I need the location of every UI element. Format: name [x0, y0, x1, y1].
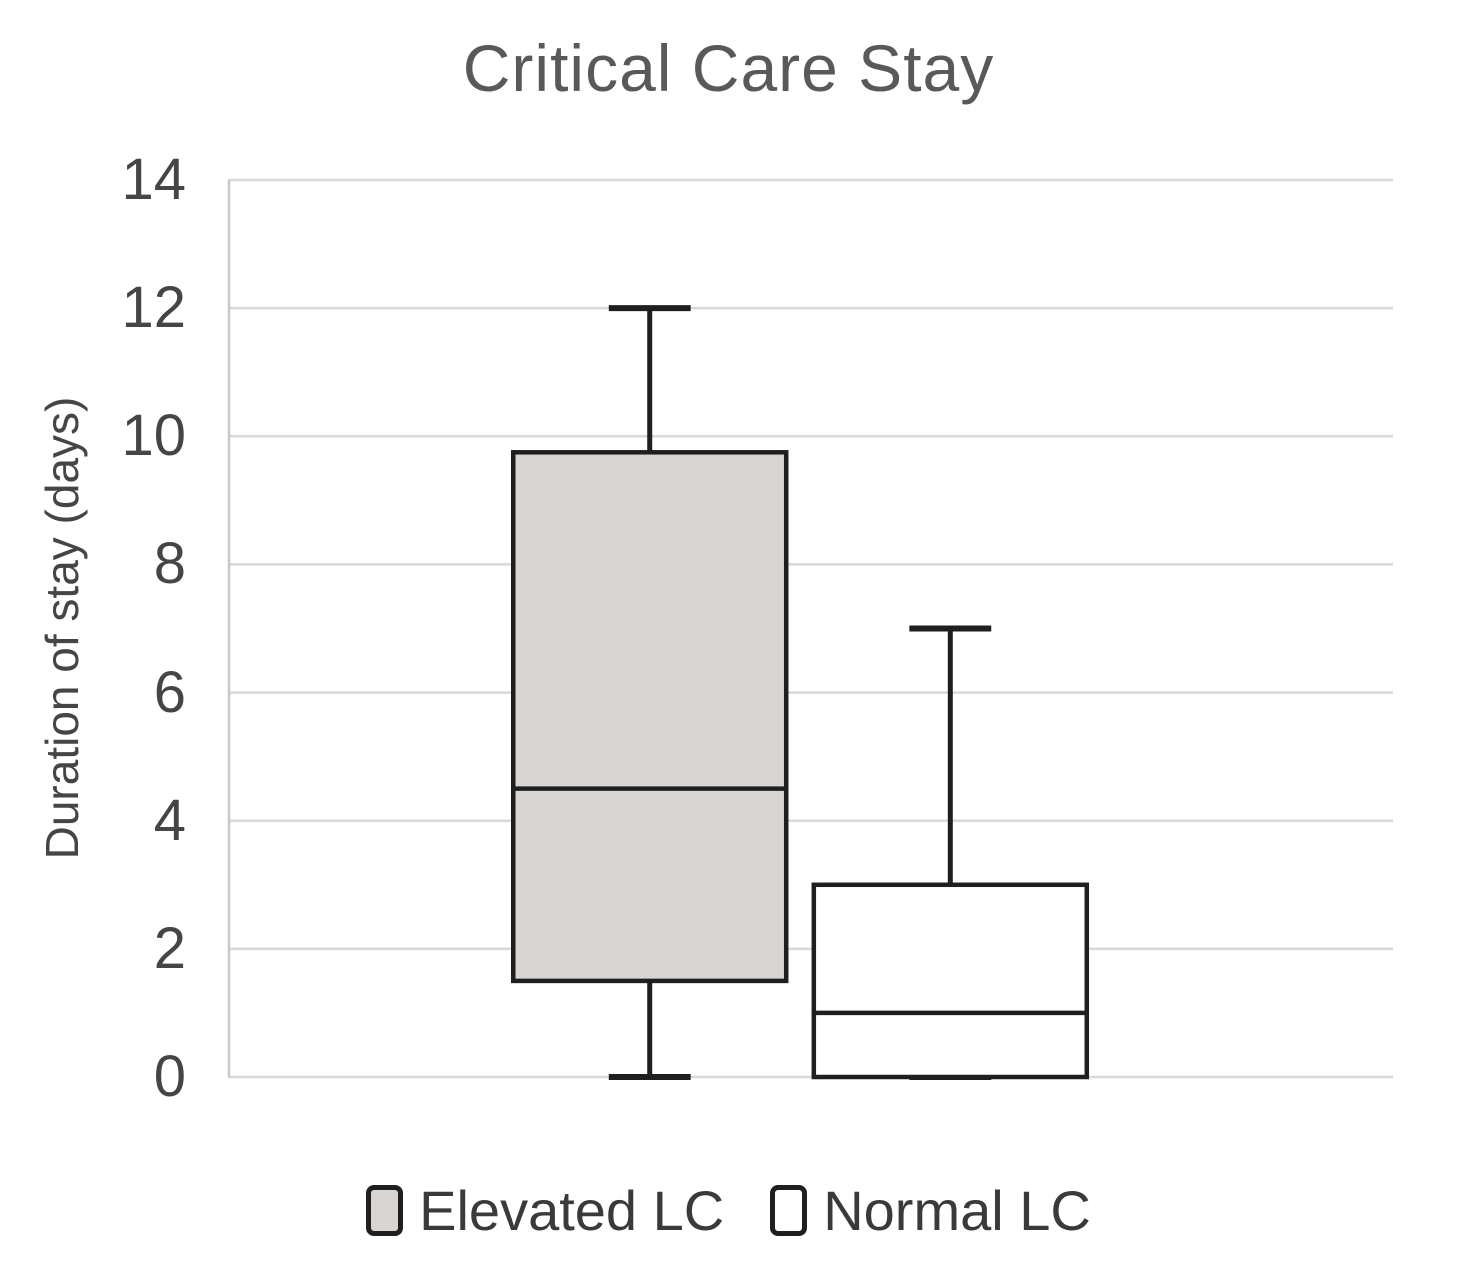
legend-label-normal-lc: Normal LC: [823, 1179, 1091, 1242]
y-tick-label-6: 6: [153, 659, 186, 725]
plot-area: [227, 178, 1393, 1080]
y-tick-label-8: 8: [153, 531, 186, 597]
legend-swatch-elevated-lc: [366, 1185, 404, 1236]
legend-item-normal-lc: Normal LC: [770, 1178, 1091, 1243]
legend-item-elevated-lc: Elevated LC: [366, 1178, 724, 1243]
legend: Elevated LC Normal LC: [0, 1178, 1457, 1243]
box-elevated-lc: [511, 450, 789, 984]
chart-title: Critical Care Stay: [462, 31, 995, 105]
y-tick-label-12: 12: [121, 275, 186, 341]
y-tick-label-4: 4: [153, 787, 186, 853]
y-tick-label-2: 2: [153, 915, 186, 981]
y-tick-label-10: 10: [121, 403, 186, 469]
box-normal-lc: [811, 882, 1090, 1080]
boxplot-svg: [227, 178, 1393, 1080]
y-axis-tick-labels: 0 2 4 6 8 10 12 14: [0, 151, 186, 1106]
y-tick-label-0: 0: [153, 1044, 186, 1109]
legend-label-elevated-lc: Elevated LC: [419, 1179, 725, 1242]
legend-swatch-normal-lc: [770, 1185, 808, 1236]
y-tick-label-14: 14: [121, 147, 186, 212]
